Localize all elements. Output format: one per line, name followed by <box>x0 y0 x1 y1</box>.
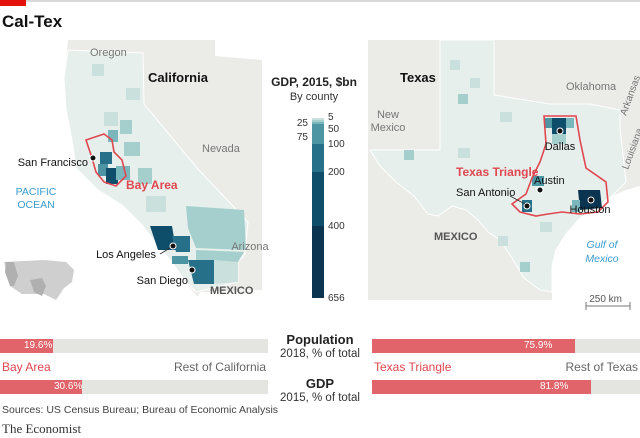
legend-block <box>312 172 324 226</box>
legend-color-blocks <box>312 118 324 298</box>
legend-tick-label: 5 <box>328 112 334 123</box>
brand-name: The Economist <box>2 421 82 436</box>
sd-dot <box>188 266 196 274</box>
ca-gdp-fill <box>0 380 82 394</box>
ca-population-value: 19.6% <box>24 340 53 351</box>
tx-mexico-label: MEXICO <box>434 231 478 243</box>
ca-gdp-bar: 30.6% <box>0 380 268 394</box>
ca-county-shades <box>92 64 246 284</box>
houston-label: Houston <box>570 204 611 216</box>
la-dot <box>169 242 177 250</box>
legend-block <box>312 122 324 124</box>
ca-gdp-value: 30.6% <box>54 381 83 392</box>
legend-tick-label: 400 <box>328 221 345 232</box>
legend-block <box>312 118 324 120</box>
ca-population-bar: 19.6% <box>0 339 268 353</box>
ca-population-fill <box>0 339 53 353</box>
sf-label: San Francisco <box>18 157 88 169</box>
legend-tick-label: 656 <box>328 293 345 304</box>
california-panel <box>0 40 262 300</box>
tx-population-bar: 75.9% <box>372 339 640 353</box>
brand-red-tag <box>0 0 26 6</box>
gulf-label: Gulf of <box>587 239 619 251</box>
legend-block <box>312 226 324 298</box>
gulf-mexico-label: Mexico <box>585 253 618 265</box>
gulf-of-mexico <box>552 186 640 300</box>
mexico-nm-label: Mexico <box>371 122 406 134</box>
texas-triangle-label: Texas Triangle <box>456 165 539 179</box>
dallas-dot <box>556 127 564 135</box>
maps-canvas: 5 25 50 75 100 200 400 656 GDP, 2015, $bn By co… <box>0 39 640 310</box>
chart-title: Cal-Tex <box>2 12 63 31</box>
arizona-label: Arizona <box>231 241 269 253</box>
legend-title: GDP, 2015, $bn <box>271 75 357 89</box>
la-label: Los Angeles <box>96 249 156 261</box>
legend-ticks: 5 25 50 75 100 200 400 656 <box>297 112 345 304</box>
austin-label: Austin <box>534 175 565 187</box>
sd-label: San Diego <box>137 275 188 287</box>
dallas-label: Dallas <box>545 141 576 153</box>
legend-block <box>312 124 324 144</box>
legend-tick-label: 200 <box>328 167 345 178</box>
san-antonio-label: San Antonio <box>456 187 515 199</box>
bay-area-outline <box>84 133 127 187</box>
tx-county-shades <box>404 60 602 272</box>
texas-panel <box>368 39 640 310</box>
legend-tick-label: 50 <box>328 124 340 135</box>
us-inset-tx <box>30 278 46 296</box>
tx-gdp-bar: 81.8% <box>372 380 640 394</box>
tx-gdp-fill <box>372 380 592 394</box>
ca-heading: California <box>148 70 209 85</box>
houston-dot <box>587 196 595 204</box>
top-rule <box>0 0 640 2</box>
legend-tick-label: 100 <box>328 139 345 150</box>
scale-bar <box>585 302 631 310</box>
tx-population-value: 75.9% <box>524 340 553 351</box>
us-inset-ca <box>5 262 18 286</box>
legend-block <box>312 120 324 122</box>
tx-population-fill <box>372 339 576 353</box>
source-note: Sources: US Census Bureau; Bureau of Eco… <box>2 404 279 416</box>
san-antonio-dot <box>523 202 531 210</box>
ca-mexico-label: MEXICO <box>210 285 254 297</box>
tx-heading: Texas <box>400 70 436 85</box>
population-title: Population <box>286 332 354 347</box>
legend-subtitle: By county <box>290 91 339 103</box>
new-label: New <box>377 109 399 121</box>
san-antonio-leader <box>509 195 526 205</box>
gdp-subtitle: 2015, % of total <box>280 392 360 404</box>
legend-tick-label: 25 <box>297 118 309 129</box>
pacific-label: PACIFIC <box>16 186 57 198</box>
scale-label: 250 km <box>589 294 622 305</box>
legend-block <box>312 144 324 172</box>
tx-gdp-value: 81.8% <box>540 381 569 392</box>
nevada-label: Nevada <box>202 143 241 155</box>
texas-triangle-outline <box>510 115 609 217</box>
sf-dot <box>89 154 97 162</box>
legend-tick-label: 75 <box>297 132 309 143</box>
pacific-ocean <box>0 40 200 300</box>
rest-tx-bar-label: Rest of Texas <box>565 360 638 374</box>
gdp-legend: 5 25 50 75 100 200 400 656 <box>297 112 345 304</box>
oregon-label: Oregon <box>90 47 127 59</box>
bay-area-label: Bay Area <box>126 178 178 192</box>
oklahoma-label: Oklahoma <box>566 81 617 93</box>
gdp-title: GDP <box>305 376 335 391</box>
austin-dot <box>536 186 544 194</box>
ocean-label: OCEAN <box>17 199 54 211</box>
bay-area-bar-label: Bay Area <box>2 360 51 374</box>
texas-state <box>369 39 627 293</box>
city-markers <box>89 127 595 274</box>
rest-ca-bar-label: Rest of California <box>173 360 266 374</box>
texas-triangle-bar-label: Texas Triangle <box>374 360 452 374</box>
la-leader <box>159 247 171 255</box>
population-subtitle: 2018, % of total <box>280 348 360 360</box>
